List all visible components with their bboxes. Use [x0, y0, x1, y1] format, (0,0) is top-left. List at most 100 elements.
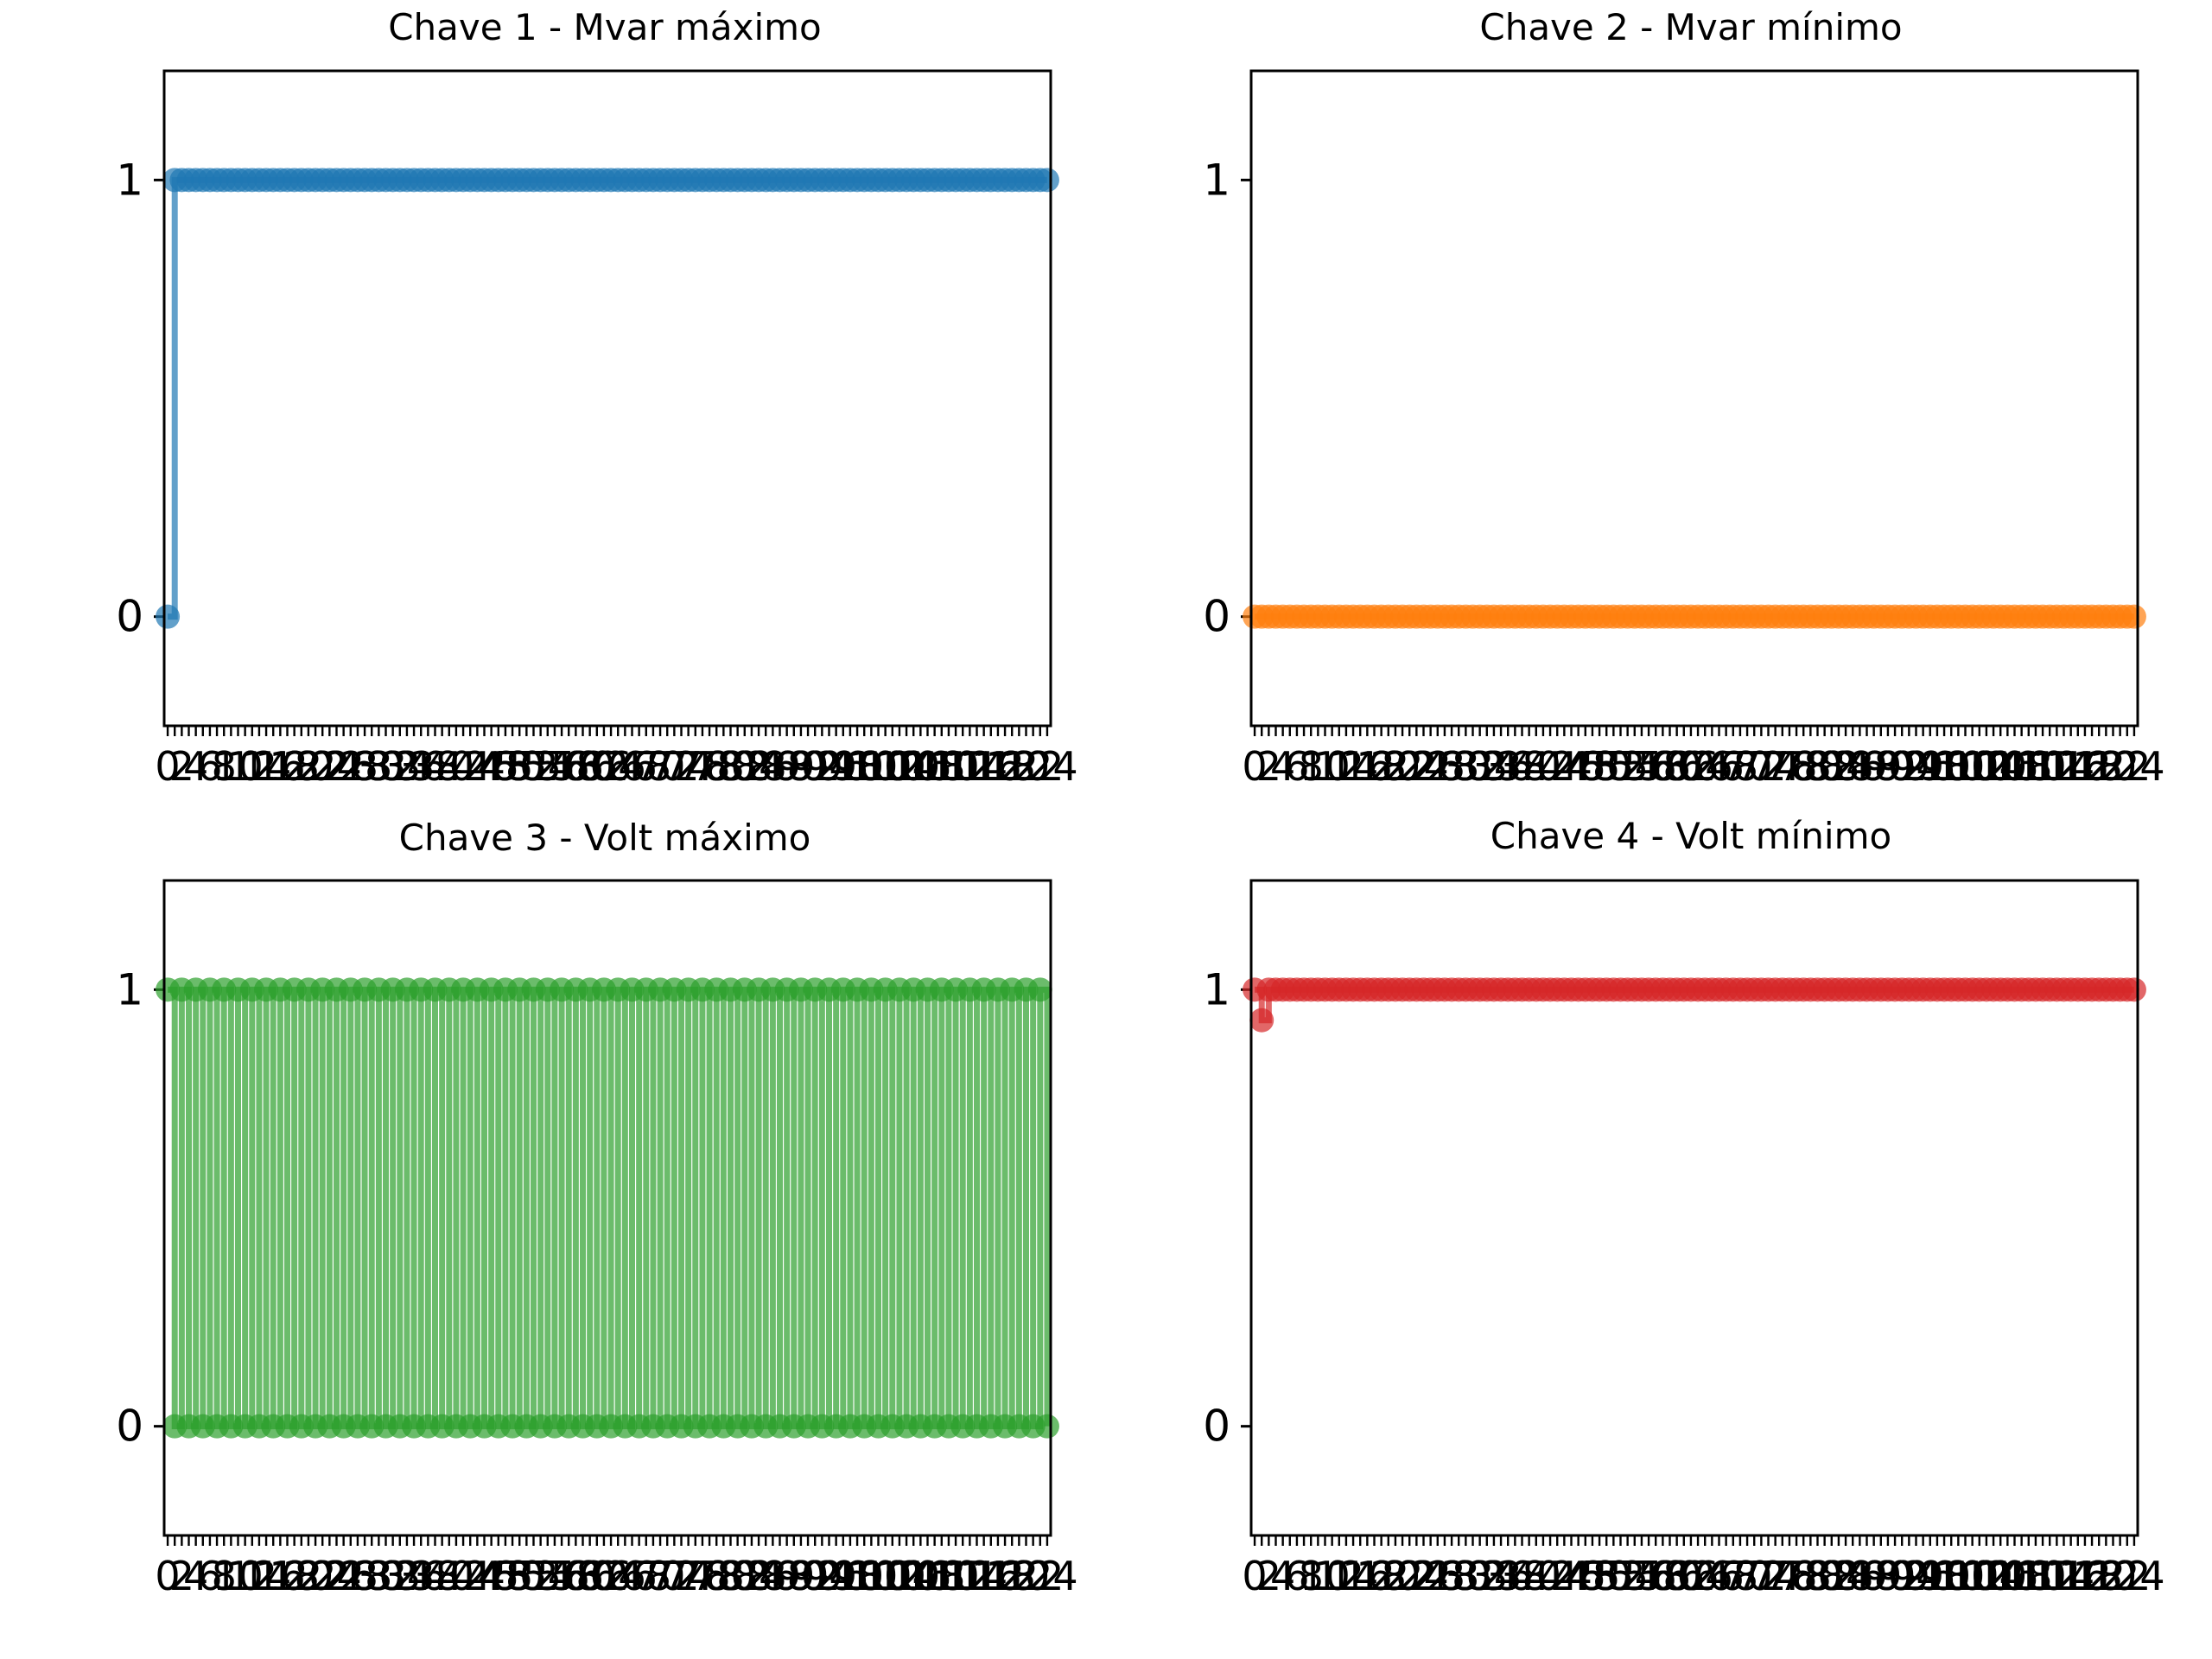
- x-tick-label: 2: [1256, 1553, 1281, 1599]
- x-tick-label: 16: [255, 1553, 306, 1599]
- x-tick-label: 70: [635, 1553, 686, 1599]
- x-tick-label: 62: [579, 743, 630, 790]
- y-tick-label: 1: [116, 964, 143, 1014]
- x-tick-label: 74: [663, 1553, 714, 1599]
- x-tick-label: 120: [974, 743, 1050, 790]
- x-tick-label: 54: [523, 743, 574, 790]
- x-tick-label: 54: [1610, 1553, 1661, 1599]
- subplot-title: Chave 2 - Mvar mínimo: [1479, 6, 1902, 48]
- x-tick-label: 6: [1284, 743, 1309, 790]
- x-tick-label: 56: [537, 743, 588, 790]
- x-tick-label: 70: [635, 743, 686, 790]
- x-tick-label: 18: [269, 743, 320, 790]
- x-tick-label: 120: [974, 1553, 1050, 1599]
- x-tick-label: 28: [1427, 743, 1478, 790]
- x-tick-label: 8: [1299, 1553, 1324, 1599]
- x-tick-label: 68: [1708, 1553, 1759, 1599]
- x-tick-label: 42: [1525, 743, 1576, 790]
- x-tick-label: 18: [1356, 1553, 1407, 1599]
- x-tick-label: 92: [1877, 1553, 1928, 1599]
- x-tick-label: 50: [1581, 743, 1632, 790]
- x-tick-label: 14: [241, 743, 292, 790]
- x-tick-label: 74: [1750, 1553, 1801, 1599]
- x-tick-label: 62: [579, 1553, 630, 1599]
- x-tick-label: 34: [1469, 1553, 1520, 1599]
- x-tick-label: 36: [396, 1553, 447, 1599]
- x-tick-label: 84: [1821, 743, 1872, 790]
- x-tick-label: 90: [776, 1553, 827, 1599]
- x-tick-label: 78: [691, 743, 742, 790]
- x-tick-label: 114: [2018, 743, 2094, 790]
- x-tick-label: 114: [931, 743, 1007, 790]
- x-tick-label: 4: [1270, 743, 1295, 790]
- x-tick-label: 90: [1863, 743, 1914, 790]
- x-tick-label: 40: [424, 1553, 475, 1599]
- x-tick-label: 60: [1651, 1553, 1702, 1599]
- x-tick-label: 80: [1792, 743, 1843, 790]
- x-tick-label: 74: [1750, 743, 1801, 790]
- x-tick-label: 66: [607, 1553, 658, 1599]
- x-tick-label: 84: [734, 743, 785, 790]
- x-tick-label: 2: [169, 743, 194, 790]
- x-tick-label: 40: [1511, 1553, 1562, 1599]
- x-tick-label: 58: [1637, 743, 1688, 790]
- x-tick-label: 22: [1384, 743, 1435, 790]
- y-tick-label: 1: [116, 155, 143, 205]
- x-tick-label: 102: [1935, 743, 2011, 790]
- x-tick-label: 116: [2033, 1553, 2109, 1599]
- data-point: [2121, 604, 2146, 629]
- x-tick-label: 44: [1539, 1553, 1590, 1599]
- x-tick-label: 56: [537, 1553, 588, 1599]
- x-tick-label: 38: [410, 1553, 461, 1599]
- x-tick-label: 106: [875, 743, 951, 790]
- x-tick-label: 16: [1342, 743, 1393, 790]
- x-tick-label: 46: [466, 1553, 517, 1599]
- x-tick-label: 16: [255, 743, 306, 790]
- x-tick-label: 98: [832, 743, 883, 790]
- axes-frame: [162, 879, 1052, 1537]
- x-tick-label: 40: [424, 743, 475, 790]
- x-tick-label: 14: [241, 1553, 292, 1599]
- x-tick-label: 106: [1962, 1553, 2038, 1599]
- x-tick-label: 104: [1948, 743, 2024, 790]
- x-tick-label: 110: [1991, 743, 2067, 790]
- x-tick-label: 46: [1553, 743, 1604, 790]
- x-tick-label: 94: [804, 1553, 855, 1599]
- x-tick-label: 108: [1977, 1553, 2053, 1599]
- axes-frame: [1249, 879, 2139, 1537]
- x-tick-label: 68: [1708, 743, 1759, 790]
- x-tick-label: 64: [1680, 743, 1731, 790]
- x-tick-label: 80: [705, 743, 756, 790]
- x-tick-label: 12: [1314, 1553, 1365, 1599]
- x-tick-label: 50: [494, 1553, 545, 1599]
- x-tick-label: 72: [649, 743, 700, 790]
- x-tick-label: 66: [607, 743, 658, 790]
- x-tick-label: 32: [1454, 743, 1505, 790]
- x-tick-label: 28: [340, 1553, 391, 1599]
- x-tick-label: 102: [848, 1553, 924, 1599]
- x-tick-label: 76: [1764, 1553, 1815, 1599]
- x-tick-label: 110: [904, 1553, 980, 1599]
- x-tick-label: 64: [1680, 1553, 1731, 1599]
- x-tick-label: 104: [861, 743, 938, 790]
- x-tick-label: 30: [1440, 743, 1491, 790]
- subplot-3: Chave 3 - Volt máximo 010246810121416182…: [116, 817, 1078, 1599]
- x-tick-label: 52: [508, 1553, 559, 1599]
- x-tick-label: 42: [438, 743, 489, 790]
- x-tick-label: 82: [1807, 743, 1858, 790]
- data-point: [1034, 168, 1059, 193]
- x-tick-label: 88: [761, 743, 812, 790]
- x-tick-label: 58: [550, 1553, 601, 1599]
- x-tick-label: 110: [904, 743, 980, 790]
- x-tick-label: 60: [564, 743, 615, 790]
- x-tick-label: 20: [1370, 1553, 1421, 1599]
- x-tick-label: 26: [1413, 1553, 1464, 1599]
- x-tick-label: 92: [1877, 743, 1928, 790]
- x-tick-label: 70: [1722, 1553, 1773, 1599]
- x-tick-label: 120: [2061, 1553, 2137, 1599]
- subplot-1: Chave 1 - Mvar máximo 010246810121416182…: [116, 6, 1078, 790]
- x-tick-label: 84: [1821, 1553, 1872, 1599]
- x-tick-label: 106: [1962, 743, 2038, 790]
- x-tick-label: 116: [946, 1553, 1022, 1599]
- x-tick-label: 72: [1736, 743, 1787, 790]
